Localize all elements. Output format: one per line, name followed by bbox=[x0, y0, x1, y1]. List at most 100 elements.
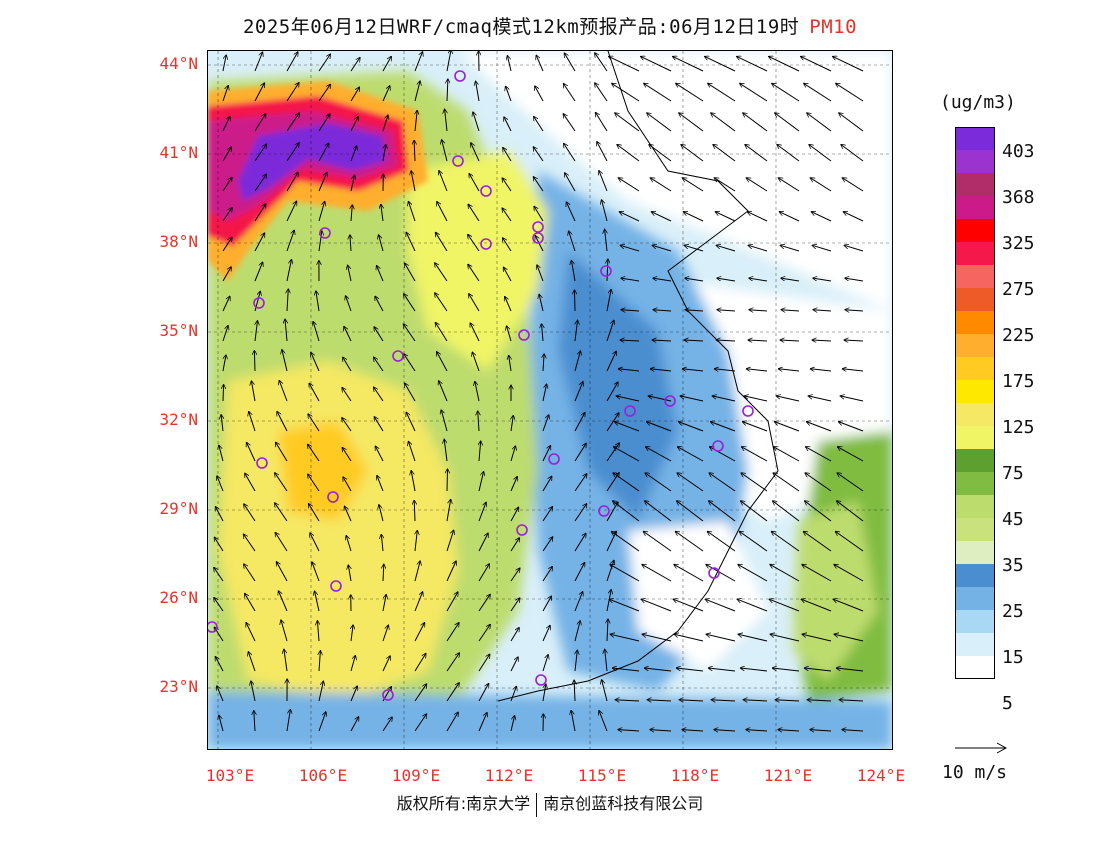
wind-arrow bbox=[275, 532, 288, 552]
wind-arrow bbox=[287, 289, 288, 312]
wind-arrow bbox=[681, 145, 704, 162]
wind-arrow bbox=[478, 713, 487, 732]
map-panel[interactable] bbox=[207, 50, 893, 750]
wind-arrow bbox=[215, 657, 224, 672]
wind-arrow bbox=[618, 178, 640, 192]
colorbar-label: 125 bbox=[1002, 417, 1035, 438]
wind-arrow bbox=[747, 212, 768, 222]
wind-arrow bbox=[780, 245, 800, 252]
pollutant-label: PM10 bbox=[809, 16, 858, 38]
wind-arrow bbox=[714, 178, 736, 192]
wind-reference-arrow bbox=[955, 742, 1008, 754]
wind-arrow bbox=[813, 278, 832, 282]
map-title: 2025年06月12日WRF/cmaq模式12km预报产品:06月12日19时 P… bbox=[0, 12, 1100, 39]
colorbar bbox=[955, 127, 995, 679]
wind-arrow bbox=[652, 340, 672, 341]
field-white-south bbox=[628, 521, 768, 671]
wind-arrow bbox=[286, 230, 294, 252]
lat-label-38: 38°N bbox=[159, 232, 198, 251]
wind-arrow bbox=[683, 212, 704, 222]
wind-arrow bbox=[446, 623, 459, 642]
wind-arrow bbox=[313, 322, 320, 342]
wind-arrow bbox=[607, 259, 608, 282]
wind-arrow bbox=[308, 474, 320, 492]
wind-arrow bbox=[350, 655, 355, 672]
wind-arrow bbox=[595, 83, 608, 102]
wind-arrow bbox=[504, 117, 512, 132]
wind-arrow bbox=[674, 634, 704, 642]
copyright: 版权所有:南京大学 南京创蓝科技有限公司 bbox=[0, 790, 1100, 817]
wind-arrow bbox=[342, 447, 352, 462]
wind-arrow bbox=[286, 172, 298, 192]
lat-label-44: 44°N bbox=[159, 54, 198, 73]
wind-arrow bbox=[542, 476, 552, 492]
colorbar-label: 45 bbox=[1002, 509, 1024, 530]
colorbar-label: 325 bbox=[1002, 233, 1035, 254]
wind-arrow bbox=[644, 668, 672, 672]
wind-arrow bbox=[275, 503, 288, 522]
wind-arrow bbox=[446, 683, 459, 702]
wind-arrow bbox=[254, 204, 266, 222]
wind-arrow bbox=[222, 296, 230, 312]
wind-arrow bbox=[803, 531, 832, 552]
wind-arrow bbox=[408, 441, 416, 462]
wind-arrow bbox=[534, 117, 544, 132]
wind-arrow bbox=[840, 396, 864, 402]
colorbar-swatch bbox=[955, 173, 995, 196]
wind-arrow bbox=[510, 568, 520, 582]
wind-arrow bbox=[682, 369, 704, 371]
wind-arrow bbox=[650, 178, 672, 192]
wind-arrow bbox=[746, 178, 768, 192]
city-marker bbox=[535, 674, 547, 686]
wind-arrow bbox=[471, 143, 480, 162]
wind-arrow bbox=[447, 79, 448, 102]
wind-arrow bbox=[740, 83, 768, 102]
wind-arrow bbox=[382, 144, 386, 162]
wind-arrow bbox=[414, 653, 426, 672]
wind-arrow bbox=[648, 396, 672, 402]
wind-arrow bbox=[286, 260, 292, 282]
wind-arrow bbox=[618, 369, 640, 371]
wind-arrow bbox=[506, 86, 512, 102]
wind-arrow bbox=[836, 83, 864, 102]
wind-arrow bbox=[222, 55, 226, 72]
wind-arrow bbox=[605, 229, 607, 252]
wind-arrow bbox=[773, 501, 800, 522]
wind-arrow bbox=[478, 411, 479, 432]
wind-arrow bbox=[811, 212, 832, 222]
wind-arrow bbox=[535, 86, 544, 102]
wind-arrow bbox=[674, 564, 704, 582]
wind-arrow bbox=[778, 369, 800, 371]
wind-arrow bbox=[841, 145, 864, 162]
wind-arrow bbox=[838, 447, 864, 462]
wind-arrow bbox=[613, 473, 640, 492]
wind-arrow bbox=[374, 417, 384, 432]
wind-arrow bbox=[610, 634, 640, 642]
wind-arrow bbox=[346, 296, 352, 312]
wind-arrow bbox=[684, 245, 704, 252]
wind-arrow bbox=[503, 267, 512, 282]
wind-arrow bbox=[711, 113, 736, 132]
wind-arrow bbox=[810, 369, 832, 371]
wind-arrow bbox=[809, 145, 832, 162]
colorbar-swatch bbox=[955, 656, 995, 679]
wind-arrow bbox=[468, 264, 480, 282]
wind-arrow bbox=[621, 278, 640, 282]
wind-arrow bbox=[575, 650, 577, 672]
wind-arrow bbox=[807, 700, 832, 701]
wind-arrow bbox=[350, 686, 357, 702]
city-marker bbox=[330, 580, 342, 592]
lon-label-115: 115°E bbox=[577, 766, 627, 785]
wind-arrow bbox=[472, 352, 480, 372]
wind-arrow bbox=[775, 700, 800, 701]
wind-arrow bbox=[404, 294, 416, 312]
wind-arrow bbox=[217, 686, 224, 702]
wind-arrow bbox=[653, 310, 672, 311]
wind-arrow bbox=[802, 634, 832, 642]
wind-arrow bbox=[223, 385, 224, 402]
wind-arrow bbox=[563, 84, 576, 102]
colorbar-swatch bbox=[955, 334, 995, 357]
wind-arrow bbox=[286, 143, 299, 162]
wind-arrow bbox=[780, 340, 800, 341]
wind-arrow bbox=[749, 310, 768, 311]
